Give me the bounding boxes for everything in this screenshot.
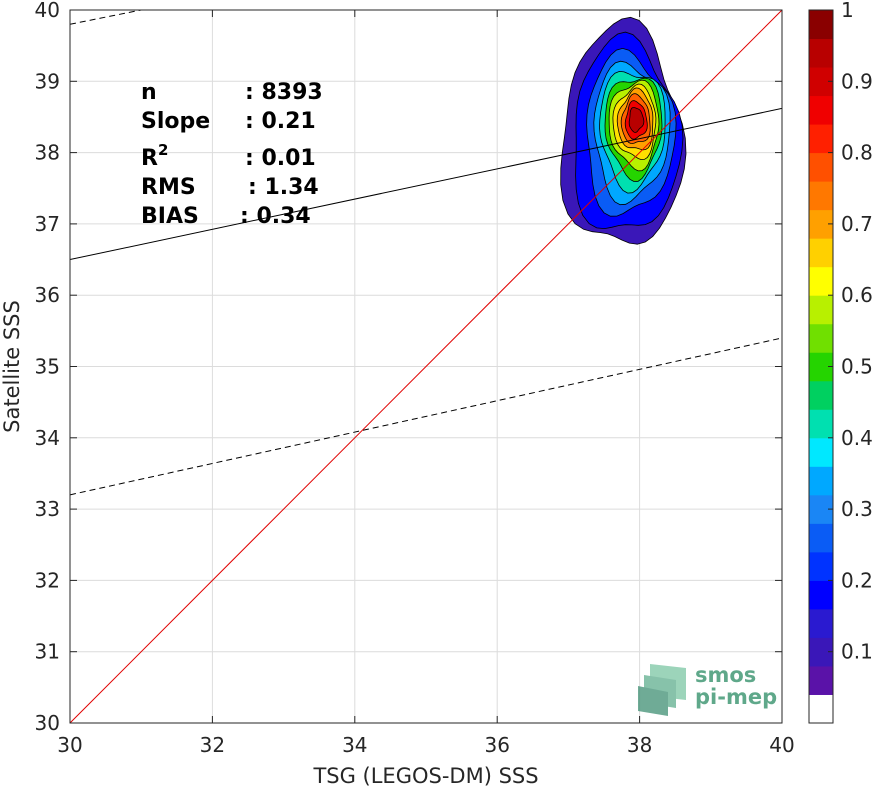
stat-value: : 8393 bbox=[245, 80, 323, 105]
colorbar-tick-label: 0.9 bbox=[841, 69, 873, 93]
x-tick-label: 36 bbox=[484, 733, 509, 757]
colorbar-tick-label: 1 bbox=[841, 0, 854, 22]
colorbar-segment bbox=[809, 437, 833, 467]
x-tick-label: 30 bbox=[57, 733, 82, 757]
y-tick-label: 35 bbox=[35, 355, 60, 379]
y-tick-label: 31 bbox=[35, 640, 60, 664]
colorbar-segment bbox=[809, 10, 833, 40]
colorbar-segment bbox=[809, 551, 833, 581]
colorbar-segment bbox=[809, 380, 833, 410]
reference-lines bbox=[70, 10, 782, 723]
stat-label: BIAS bbox=[141, 204, 199, 229]
upper-bound-line bbox=[70, 10, 142, 25]
y-tick-label: 40 bbox=[35, 0, 60, 22]
density-contours bbox=[560, 16, 687, 245]
colorbar-segment bbox=[809, 181, 833, 211]
stat-value: : 0.21 bbox=[245, 109, 316, 134]
y-tick-label: 38 bbox=[35, 141, 60, 165]
x-tick-label: 32 bbox=[200, 733, 225, 757]
colorbar-segment bbox=[809, 238, 833, 268]
y-tick-label: 37 bbox=[35, 212, 60, 236]
colorbar-tick-label: 0.8 bbox=[841, 141, 873, 165]
stat-value: : 0.34 bbox=[240, 204, 311, 229]
grid bbox=[69, 9, 783, 724]
colorbar-segment bbox=[809, 38, 833, 68]
colorbar-tick-label: 0.6 bbox=[841, 283, 873, 307]
logo-mark-icon bbox=[638, 664, 686, 716]
colorbar-tick-label: 0.1 bbox=[841, 640, 873, 664]
lower-bound-line bbox=[70, 337, 782, 496]
colorbar-segment bbox=[809, 266, 833, 296]
y-tick-label: 30 bbox=[35, 711, 60, 735]
colorbar-segment bbox=[809, 95, 833, 125]
stat-label: Slope bbox=[141, 109, 210, 134]
colorbar-segment bbox=[809, 295, 833, 325]
colorbar-tick-label: 0.4 bbox=[841, 426, 873, 450]
y-tick-label: 32 bbox=[35, 568, 60, 592]
x-tick-label: 40 bbox=[769, 733, 794, 757]
colorbar: 0.1 0.2 0.3 0.4 0.5 0.6 0.7 0.8 0.9 1 bbox=[808, 0, 873, 724]
colorbar-tick-label: 0.7 bbox=[841, 212, 873, 236]
colorbar-segment bbox=[809, 665, 833, 695]
y-axis-label: Satellite SSS bbox=[0, 300, 24, 433]
axis-ticks: 30 32 34 36 38 40 30 31 32 33 34 35 36 37 38 39 40 bbox=[35, 0, 795, 757]
colorbar-tick-label: 0.2 bbox=[841, 568, 873, 592]
stat-superscript: 2 bbox=[158, 141, 168, 159]
stat-value: : 0.01 bbox=[245, 146, 316, 171]
colorbar-segment bbox=[809, 323, 833, 353]
logo-line1: smos bbox=[695, 663, 756, 687]
density-contour bbox=[628, 107, 645, 133]
stat-label: RMS bbox=[141, 175, 196, 200]
smos-pi-mep-logo: smos pi-mep bbox=[638, 663, 777, 716]
identity-line bbox=[70, 10, 782, 723]
colorbar-segment bbox=[809, 152, 833, 182]
stat-label: n bbox=[141, 80, 157, 105]
stat-value: : 1.34 bbox=[248, 175, 319, 200]
colorbar-segment bbox=[809, 409, 833, 439]
colorbar-segment bbox=[809, 124, 833, 154]
colorbar-tick-label: 0.3 bbox=[841, 497, 873, 521]
x-axis-label: TSG (LEGOS-DM) SSS bbox=[312, 764, 538, 788]
y-tick-label: 36 bbox=[35, 283, 60, 307]
logo-line2: pi-mep bbox=[695, 685, 777, 709]
y-tick-label: 39 bbox=[35, 69, 60, 93]
x-tick-label: 34 bbox=[342, 733, 367, 757]
colorbar-tick-label: 0.5 bbox=[841, 355, 873, 379]
x-tick-label: 38 bbox=[627, 733, 652, 757]
colorbar-segment bbox=[809, 694, 833, 724]
colorbar-segment bbox=[809, 523, 833, 553]
colorbar-segment bbox=[809, 466, 833, 496]
colorbar-segment bbox=[809, 608, 833, 638]
y-tick-label: 34 bbox=[35, 426, 60, 450]
y-tick-label: 33 bbox=[35, 497, 60, 521]
regression-line bbox=[70, 107, 782, 261]
colorbar-segment bbox=[809, 580, 833, 610]
